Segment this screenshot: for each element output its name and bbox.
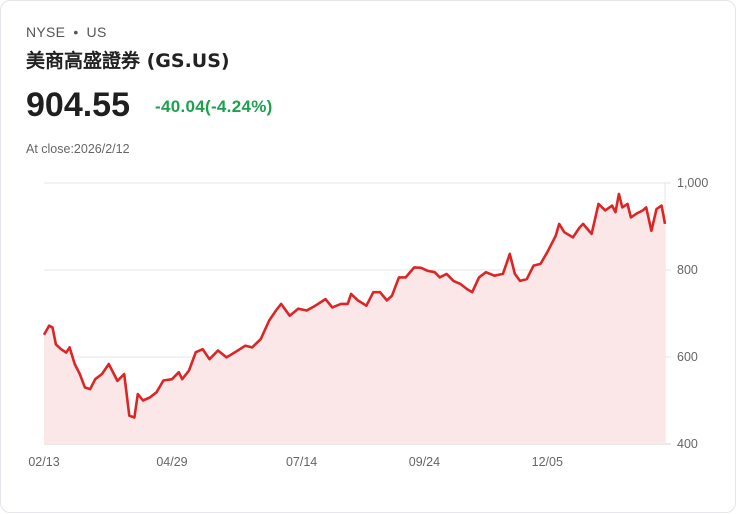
x-tick-label: 09/24 <box>409 455 440 469</box>
y-tick-label: 600 <box>677 350 698 364</box>
exchange-label: NYSE • US <box>26 24 107 40</box>
y-tick-label: 400 <box>677 437 698 451</box>
x-tick-label: 07/14 <box>286 455 317 469</box>
exchange-name: NYSE <box>26 24 66 40</box>
x-tick-label: 04/29 <box>156 455 187 469</box>
region-label: US <box>86 24 107 40</box>
separator-dot: • <box>73 24 79 40</box>
price-change: -40.04(-4.24%) <box>155 97 273 116</box>
y-tick-label: 1,000 <box>677 176 708 190</box>
y-tick-label: 800 <box>677 263 698 277</box>
x-tick-label: 02/13 <box>28 455 59 469</box>
price-line <box>42 192 667 419</box>
x-tick-label: 12/05 <box>532 455 563 469</box>
current-price: 904.55 <box>26 86 130 124</box>
close-time: At close:2026/2/12 <box>26 142 130 156</box>
stock-name: 美商高盛證券 (GS.US) <box>26 50 230 72</box>
